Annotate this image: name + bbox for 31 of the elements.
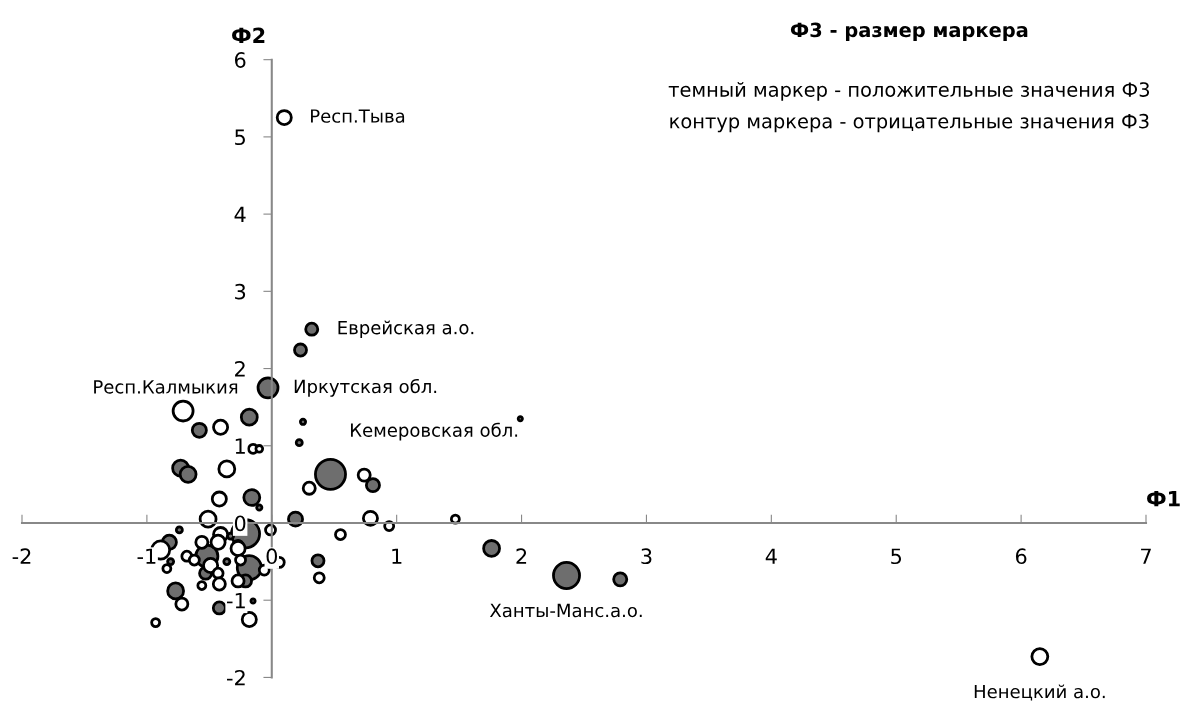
text: Ф3 - размер маркера: [790, 22, 1028, 41]
y-tick-label: 4: [234, 206, 246, 223]
x-tick-label: 0: [266, 548, 278, 565]
x-tick-label: 4: [765, 548, 777, 564]
y-tick-label: 6: [234, 52, 246, 68]
annotation: Ханты-Манс.а.о.: [489, 603, 642, 618]
x-tick-label: 7: [1141, 548, 1151, 564]
x-tick-label: 1: [392, 548, 402, 564]
x-tick-label: 6: [1015, 548, 1027, 565]
x-tick-label: -1: [137, 548, 156, 564]
annotation: контур маркера - отрицательные значения Ф3: [670, 113, 1149, 133]
y-tick-label: 1: [235, 438, 245, 454]
x-axis-title: Ф1: [1147, 491, 1180, 507]
annotation: Иркутская обл.: [294, 378, 437, 397]
y-tick-label: 3: [235, 283, 246, 300]
x-tick-label: 2: [516, 548, 527, 564]
x-tick-label: -2: [12, 548, 31, 564]
x-tick-label: 3: [641, 548, 652, 565]
y-tick-label: 5: [235, 129, 245, 146]
annotation: темный маркер - положительные значения Ф3: [668, 81, 1150, 101]
annotation: Кемеровская обл.: [351, 422, 518, 441]
x-tick-label: 5: [891, 548, 902, 565]
y-tick-label: -2: [227, 669, 245, 686]
annotation: Ненецкий а.о.: [974, 684, 1105, 701]
annotation: Респ.Калмыкия: [94, 380, 238, 394]
annotation: Респ.Тыва: [311, 109, 405, 123]
y-axis-title: Ф2: [232, 27, 265, 43]
y-tick-label: -1: [227, 592, 245, 609]
y-tick-label: 0: [234, 515, 246, 532]
annotation: Еврейская а.о.: [338, 320, 474, 338]
y-tick-label: 2: [235, 361, 245, 377]
